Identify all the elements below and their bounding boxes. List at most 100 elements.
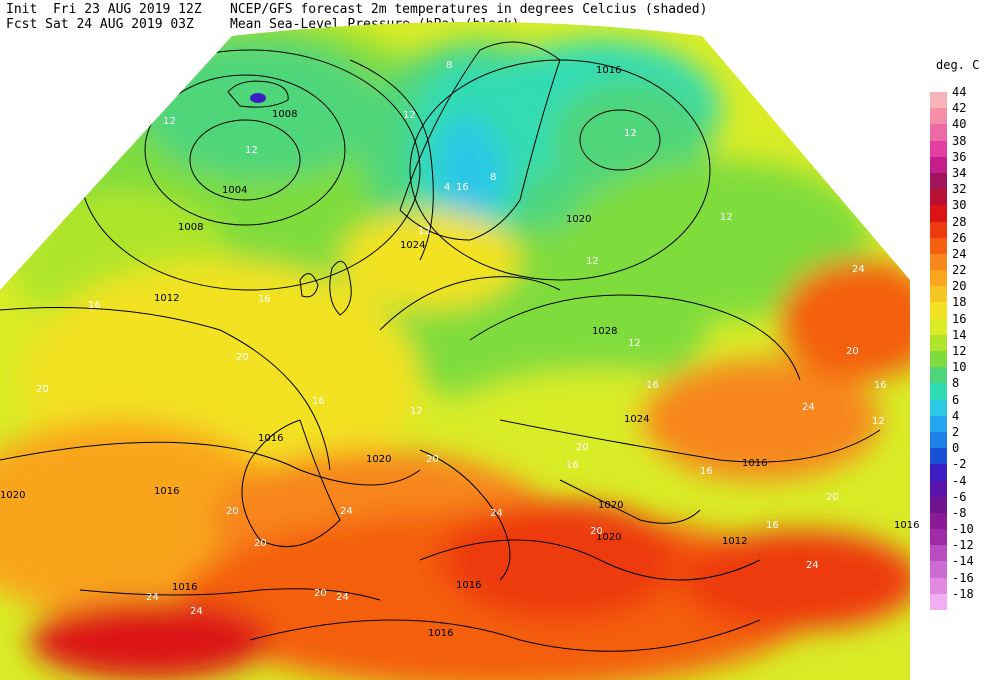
isobar-label: 1016 bbox=[894, 520, 919, 531]
legend-swatch bbox=[930, 270, 947, 287]
legend-swatch bbox=[930, 156, 947, 173]
legend-label: 22 bbox=[952, 263, 967, 278]
legend-swatch bbox=[930, 448, 947, 465]
legend-label: 14 bbox=[952, 327, 967, 342]
temp-label: 20 bbox=[590, 526, 603, 537]
fcst-line: Fcst Sat 24 AUG 2019 03Z bbox=[6, 17, 194, 32]
legend-swatch bbox=[930, 140, 947, 157]
temp-label: 16 bbox=[312, 396, 325, 407]
temp-label: 12 bbox=[624, 128, 637, 139]
temp-label: 12 bbox=[720, 212, 733, 223]
legend-swatch bbox=[930, 577, 947, 594]
legend-label: 10 bbox=[952, 360, 967, 375]
legend-swatch bbox=[930, 512, 947, 530]
temp-label: 16 bbox=[700, 466, 713, 477]
temp-label: 8 bbox=[446, 60, 452, 71]
title-line-1: NCEP/GFS forecast 2m temperatures in deg… bbox=[230, 2, 708, 17]
legend-label: 4 bbox=[952, 408, 960, 423]
temp-label: 12 bbox=[872, 416, 885, 427]
temp-label: 20 bbox=[36, 384, 49, 395]
legend-label: 18 bbox=[952, 295, 967, 310]
temp-label: 12 bbox=[628, 338, 641, 349]
legend-label: -12 bbox=[952, 538, 974, 553]
isobar-label: 1020 bbox=[596, 532, 621, 543]
legend-label: 40 bbox=[952, 117, 967, 132]
legend-swatch bbox=[930, 172, 947, 190]
legend-swatch bbox=[930, 237, 947, 254]
temp-label: 24 bbox=[146, 592, 159, 603]
legend-swatch bbox=[930, 464, 947, 481]
legend-label: 34 bbox=[952, 165, 967, 180]
legend-swatch bbox=[930, 92, 947, 109]
isobar-label: 1016 bbox=[428, 628, 453, 639]
legend-swatch bbox=[930, 253, 947, 271]
legend-label: -2 bbox=[952, 457, 967, 472]
isobar-label: 1020 bbox=[0, 490, 25, 501]
temp-label: 16 bbox=[456, 182, 469, 193]
legend-label: 38 bbox=[952, 133, 967, 148]
temp-label: 12 bbox=[418, 226, 431, 237]
isobar-label: 1008 bbox=[272, 109, 297, 120]
legend-label: -14 bbox=[952, 554, 974, 569]
isobar-label: 1016 bbox=[456, 580, 481, 591]
legend-label: 24 bbox=[952, 246, 967, 261]
isobar-label: 1004 bbox=[222, 185, 247, 196]
legend-swatch bbox=[930, 415, 947, 432]
temp-label: 20 bbox=[576, 442, 589, 453]
temp-label: 16 bbox=[874, 380, 887, 391]
temp-label: 12 bbox=[403, 110, 416, 121]
legend-label: 30 bbox=[952, 198, 967, 213]
isobar-label: 1012 bbox=[154, 293, 179, 304]
temp-label: 20 bbox=[226, 506, 239, 517]
temp-label: 20 bbox=[426, 454, 439, 465]
isobar-label: 1028 bbox=[592, 326, 617, 337]
legend-label: -10 bbox=[952, 522, 974, 537]
legend-label: 12 bbox=[952, 344, 967, 358]
legend-swatch bbox=[930, 286, 947, 303]
legend-swatch bbox=[930, 205, 947, 222]
temp-label: 12 bbox=[586, 256, 599, 267]
legend-swatch bbox=[930, 367, 947, 384]
temp-label: 4 bbox=[444, 182, 450, 193]
isobar-label: 1016 bbox=[742, 458, 767, 469]
legend-swatch bbox=[930, 334, 947, 351]
legend-label: -4 bbox=[952, 473, 967, 488]
legend-unit: deg. C bbox=[936, 58, 980, 72]
legend-swatch bbox=[930, 399, 947, 416]
isobar-label: 1008 bbox=[178, 222, 203, 233]
legend-label: -18 bbox=[952, 586, 974, 601]
legend-swatch bbox=[930, 124, 947, 141]
legend-label: 2 bbox=[952, 424, 960, 439]
legend-label: 8 bbox=[952, 376, 960, 391]
temp-label: 24 bbox=[802, 402, 815, 413]
header-left: Init Fri 23 AUG 2019 12Z Fcst Sat 24 AUG … bbox=[6, 2, 202, 32]
legend-label: -16 bbox=[952, 570, 974, 585]
legend-label: 28 bbox=[952, 214, 967, 229]
isobar-label: 1024 bbox=[400, 240, 425, 251]
init-line: Init Fri 23 AUG 2019 12Z bbox=[6, 2, 202, 17]
temp-label: 16 bbox=[766, 520, 779, 531]
legend-swatch bbox=[930, 480, 947, 497]
temp-label: 12 bbox=[163, 116, 176, 127]
legend-swatch bbox=[930, 561, 947, 578]
temp-label: 16 bbox=[88, 300, 101, 311]
legend-label: -6 bbox=[952, 489, 967, 504]
temp-label: 20 bbox=[846, 346, 859, 357]
temp-label: 20 bbox=[236, 352, 249, 363]
isobar-label: 1020 bbox=[366, 454, 391, 465]
map-area bbox=[0, 22, 910, 680]
legend-label: 32 bbox=[952, 182, 967, 197]
legend-swatch bbox=[930, 189, 947, 206]
legend-label: 6 bbox=[952, 392, 960, 407]
legend-label: 26 bbox=[952, 230, 967, 245]
temp-label: 8 bbox=[490, 172, 496, 183]
isobar-label: 1020 bbox=[566, 214, 591, 225]
legend-label: 42 bbox=[952, 101, 967, 116]
temp-label: 24 bbox=[340, 506, 353, 517]
legend-swatch bbox=[930, 318, 947, 335]
legend-label: 36 bbox=[952, 149, 967, 164]
legend-swatch bbox=[930, 302, 947, 319]
legend-label: 0 bbox=[952, 441, 960, 456]
temp-label: 20 bbox=[314, 588, 327, 599]
legend-swatch bbox=[930, 431, 947, 449]
